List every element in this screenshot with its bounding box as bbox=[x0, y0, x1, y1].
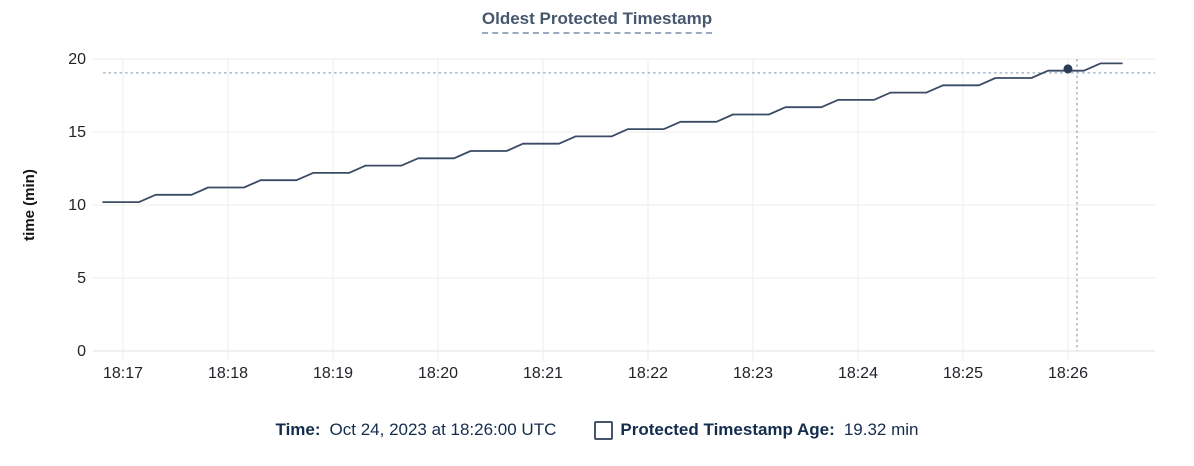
y-tick-label: 0 bbox=[77, 343, 86, 360]
hover-time-readout: Time: Oct 24, 2023 at 18:26:00 UTC bbox=[276, 420, 557, 440]
x-tick-label: 18:21 bbox=[523, 365, 563, 382]
chart-legend: Time: Oct 24, 2023 at 18:26:00 UTC Prote… bbox=[0, 420, 1194, 440]
series-value: 19.32 min bbox=[843, 420, 919, 439]
y-tick-label: 10 bbox=[68, 197, 86, 214]
series-label: Protected Timestamp Age: bbox=[620, 420, 835, 439]
chart-title[interactable]: Oldest Protected Timestamp bbox=[481, 9, 713, 34]
y-tick-label: 15 bbox=[68, 124, 86, 141]
series-toggle-checkbox[interactable] bbox=[594, 420, 614, 440]
x-tick-label: 18:22 bbox=[628, 365, 668, 382]
x-tick-label: 18:24 bbox=[838, 365, 878, 382]
y-tick-label: 5 bbox=[77, 270, 86, 287]
x-tick-label: 18:20 bbox=[418, 365, 458, 382]
x-tick-label: 18:19 bbox=[313, 365, 353, 382]
timeseries-chart[interactable]: 0 5 10 15 20 18:17 18:18 18:19 18:20 18:21 18:22 18… bbox=[0, 0, 1194, 400]
time-value: Oct 24, 2023 at 18:26:00 UTC bbox=[329, 420, 557, 439]
y-tick-label: 20 bbox=[68, 51, 86, 68]
hover-point-marker bbox=[1063, 64, 1073, 74]
time-label: Time: bbox=[275, 420, 321, 439]
chart-title-row: Oldest Protected Timestamp bbox=[0, 9, 1194, 34]
series-legend-item[interactable]: Protected Timestamp Age: 19.32 min bbox=[594, 420, 918, 440]
x-tick-label: 18:17 bbox=[103, 365, 143, 382]
x-tick-label: 18:23 bbox=[733, 365, 773, 382]
series-line bbox=[102, 62, 1123, 204]
x-tick-label: 18:25 bbox=[943, 365, 983, 382]
y-axis-title: time (min) bbox=[21, 169, 38, 241]
x-tick-label: 18:26 bbox=[1048, 365, 1088, 382]
x-tick-label: 18:18 bbox=[208, 365, 248, 382]
